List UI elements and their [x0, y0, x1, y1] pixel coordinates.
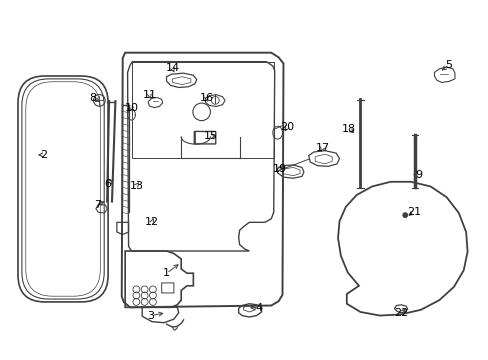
Text: 17: 17 [315, 143, 329, 153]
Text: 2: 2 [40, 150, 47, 160]
Circle shape [402, 212, 407, 218]
Text: 12: 12 [144, 217, 159, 227]
Text: 10: 10 [124, 103, 138, 113]
Text: 16: 16 [199, 93, 213, 103]
Text: 7: 7 [94, 200, 101, 210]
Text: 1: 1 [163, 268, 170, 278]
Text: 9: 9 [414, 170, 422, 180]
Text: 21: 21 [406, 207, 420, 217]
Text: 22: 22 [393, 309, 407, 318]
Text: 20: 20 [280, 122, 294, 132]
Text: 8: 8 [89, 93, 96, 103]
Text: 3: 3 [147, 311, 154, 320]
Text: 15: 15 [203, 131, 217, 141]
Text: 4: 4 [255, 303, 262, 313]
Text: 13: 13 [129, 181, 143, 191]
Text: 19: 19 [272, 163, 286, 174]
Text: 5: 5 [445, 59, 452, 69]
Text: 11: 11 [142, 90, 156, 100]
Text: 14: 14 [165, 63, 179, 73]
Text: 18: 18 [342, 124, 356, 134]
Text: 6: 6 [104, 179, 111, 189]
